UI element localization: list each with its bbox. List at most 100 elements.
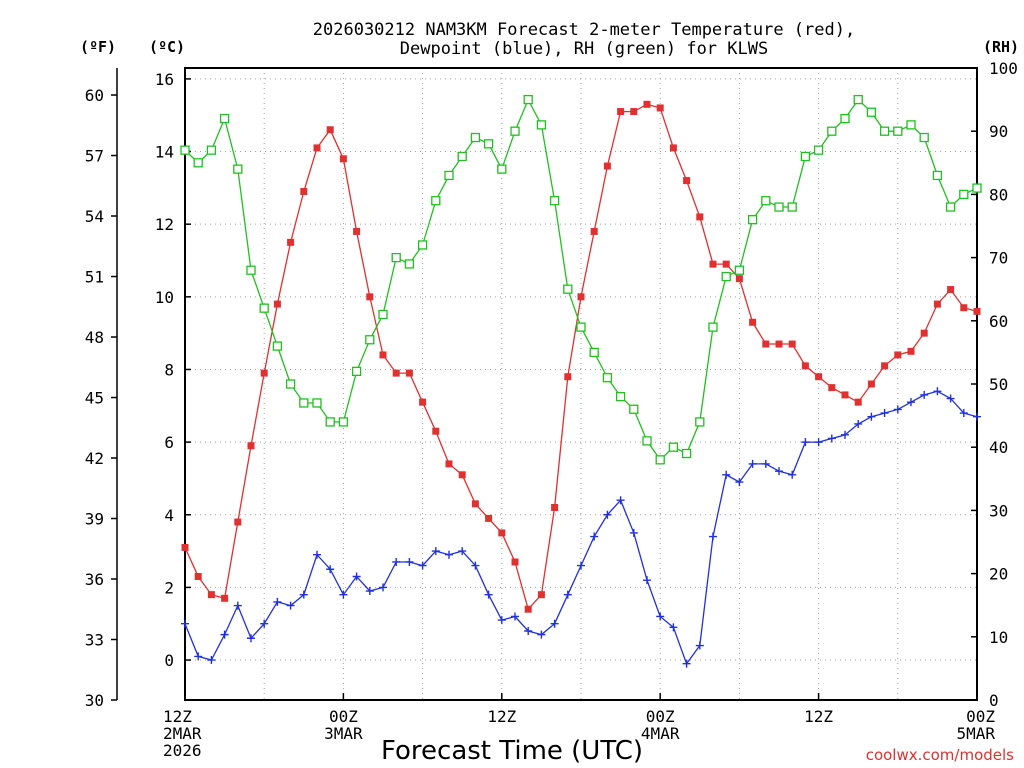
dewpoint-point	[299, 590, 308, 599]
fahrenheit-unit-label: (ºF)	[80, 38, 116, 56]
rh-point	[629, 404, 639, 414]
temperature-point	[881, 362, 889, 370]
rh-point	[642, 436, 652, 446]
x-tick-label: 12Z	[163, 707, 192, 726]
temperature-point	[696, 213, 704, 221]
rh-point	[259, 303, 269, 313]
rh-point	[813, 145, 824, 155]
temperature-point	[379, 351, 387, 359]
temperature-point	[234, 518, 242, 526]
dewpoint-point	[959, 409, 968, 418]
rh-point	[866, 107, 877, 117]
rh-point	[457, 151, 467, 162]
fahrenheit-tick-label: 39	[85, 510, 104, 529]
celsius-tick-label: 0	[164, 651, 174, 670]
dewpoint-point	[273, 597, 282, 606]
dewpoint-point	[563, 590, 572, 599]
dewpoint-point	[682, 659, 691, 668]
temperature-point	[788, 340, 796, 348]
dewpoint-point	[814, 438, 823, 447]
dewpoint-point	[207, 656, 216, 665]
rh-point	[787, 202, 797, 212]
rh-point	[668, 442, 679, 452]
fahrenheit-tick-label: 33	[85, 631, 104, 650]
rh-point	[338, 417, 349, 427]
dewpoint-point	[537, 630, 546, 639]
fahrenheit-tick-label: 42	[85, 449, 104, 468]
x-tick-label: 00Z	[646, 707, 675, 726]
dewpoint-point	[247, 634, 255, 643]
temperature-point	[485, 514, 493, 522]
temperature-point	[260, 369, 268, 377]
rh-point	[325, 417, 335, 427]
x-tick-label: 2MAR	[163, 724, 202, 743]
temperature-point	[867, 380, 875, 388]
temperature-point	[735, 275, 743, 283]
rh-point	[932, 170, 943, 181]
dewpoint-point	[365, 587, 374, 596]
series-line-dewpoint	[184, 390, 978, 666]
dewpoint-point	[418, 561, 427, 570]
rh-point	[761, 196, 771, 206]
rh-point	[404, 259, 415, 269]
dewpoint-point	[181, 619, 189, 628]
dewpoint-point	[801, 438, 810, 447]
x-tick-label: 2026	[163, 741, 202, 760]
rh-tick-label: 0	[989, 691, 999, 710]
temperature-point	[801, 362, 809, 370]
dewpoint-point	[880, 409, 889, 418]
temperature-point	[207, 591, 215, 599]
rh-point	[827, 126, 837, 136]
dewpoint-point	[629, 528, 638, 537]
temperature-point	[669, 144, 677, 152]
credit-link[interactable]: coolwx.com/models	[866, 746, 1014, 764]
rh-tick-label: 90	[989, 122, 1008, 141]
dewpoint-point	[220, 630, 229, 639]
dewpoint-point	[194, 652, 203, 661]
rh-point	[351, 366, 362, 377]
temperature-point	[366, 293, 374, 301]
dewpoint-point	[590, 532, 599, 541]
rh-point	[272, 341, 283, 351]
temperature-point	[709, 260, 717, 268]
rh-point	[312, 398, 322, 408]
dewpoint-point	[286, 601, 295, 610]
rh-point	[378, 309, 388, 320]
temperature-point	[722, 260, 730, 268]
rh-point	[536, 120, 547, 130]
temperature-point	[247, 442, 255, 450]
rh-point	[800, 151, 811, 162]
dewpoint-point	[748, 459, 757, 468]
dewpoint-point	[709, 532, 717, 541]
fahrenheit-tick-label: 57	[85, 147, 104, 166]
dewpoint-point	[577, 561, 585, 570]
fahrenheit-tick-label: 60	[85, 86, 104, 105]
rh-point	[180, 145, 190, 155]
dewpoint-point	[775, 467, 783, 476]
dewpoint-point	[471, 561, 480, 570]
rh-point	[246, 265, 256, 275]
tick-labels: 30 33 36 39 42 45 48 51 54 57 60 0 2 4 6 8 10 12 14 16 0 10 20…	[85, 59, 1018, 760]
rh-point	[365, 335, 375, 345]
dewpoint-point	[907, 398, 915, 407]
temperature-point	[458, 471, 466, 479]
celsius-tick-label: 6	[164, 433, 174, 452]
temperature-point	[273, 300, 281, 308]
temperature-point	[181, 543, 189, 551]
dewpoint-point	[352, 572, 361, 581]
axes	[111, 67, 978, 701]
temperature-point	[762, 340, 770, 348]
chart-title-line2: Dewpoint (blue), RH (green) for KLWS	[400, 39, 768, 59]
rh-tick-label: 100	[989, 59, 1018, 78]
temperature-point	[524, 605, 532, 613]
dewpoint-point	[458, 547, 467, 556]
temperature-point	[973, 307, 981, 315]
fahrenheit-tick-label: 51	[85, 268, 104, 287]
gridlines	[185, 68, 977, 700]
dewpoint-point	[867, 412, 876, 421]
rh-point	[695, 417, 705, 427]
x-tick-label: 12Z	[804, 707, 833, 726]
rh-tick-label: 20	[989, 565, 1008, 584]
temperature-point	[894, 351, 902, 359]
